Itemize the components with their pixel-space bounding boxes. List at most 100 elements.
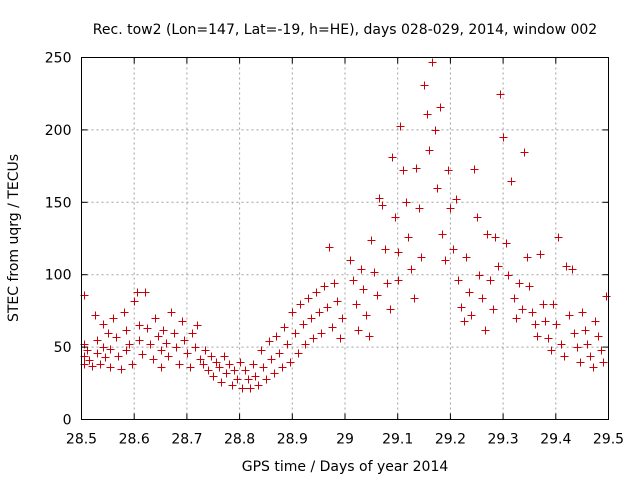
data-point xyxy=(481,326,490,335)
data-point xyxy=(533,332,542,341)
data-point xyxy=(473,213,482,222)
data-point xyxy=(183,349,192,358)
data-point xyxy=(244,375,253,384)
data-point xyxy=(280,323,289,332)
y-tick-label: 0 xyxy=(63,413,72,429)
data-point xyxy=(83,346,92,355)
data-point xyxy=(251,372,260,381)
data-point xyxy=(104,329,113,338)
data-point xyxy=(236,358,245,367)
data-point xyxy=(288,308,297,317)
data-point xyxy=(407,265,416,274)
data-point xyxy=(354,326,363,335)
data-point xyxy=(365,332,374,341)
data-point xyxy=(186,363,195,372)
data-point xyxy=(583,340,592,349)
data-point xyxy=(88,362,97,371)
data-point xyxy=(423,110,432,119)
data-point xyxy=(460,317,469,326)
data-point xyxy=(499,133,508,142)
data-point xyxy=(180,336,189,345)
data-point xyxy=(444,166,453,175)
data-point xyxy=(191,343,200,352)
data-point xyxy=(531,320,540,329)
data-point xyxy=(225,360,234,369)
data-point xyxy=(457,303,466,312)
x-tick-label: 29.2 xyxy=(435,432,466,448)
x-tick-label: 29.1 xyxy=(382,432,413,448)
data-point xyxy=(357,265,366,274)
data-point xyxy=(396,122,405,131)
data-point xyxy=(352,300,361,309)
data-point xyxy=(483,230,492,239)
data-point xyxy=(373,291,382,300)
data-point xyxy=(101,353,110,362)
data-point xyxy=(172,343,181,352)
data-point xyxy=(507,177,516,186)
data-point xyxy=(96,360,105,369)
x-tick-label: 28.8 xyxy=(224,432,255,448)
data-point xyxy=(99,343,108,352)
data-point xyxy=(164,352,173,361)
data-point xyxy=(502,239,511,248)
data-point xyxy=(539,300,548,309)
x-axis-label: GPS time / Days of year 2014 xyxy=(242,459,449,475)
x-tick-label: 28.6 xyxy=(119,432,150,448)
y-tick-label: 100 xyxy=(45,268,72,284)
data-point xyxy=(209,372,218,381)
data-point xyxy=(512,314,521,323)
data-point xyxy=(525,282,534,291)
data-point xyxy=(562,262,571,271)
data-point xyxy=(333,297,342,306)
x-tick-label: 29.5 xyxy=(593,432,624,448)
x-tick-label: 29.3 xyxy=(488,432,519,448)
data-point xyxy=(193,321,202,330)
grid xyxy=(81,57,609,420)
data-point xyxy=(417,253,426,262)
data-point xyxy=(446,204,455,213)
data-series-stec xyxy=(80,58,611,393)
data-point xyxy=(520,148,529,157)
data-point xyxy=(201,346,210,355)
data-point xyxy=(159,326,168,335)
data-point xyxy=(143,324,152,333)
data-point xyxy=(270,369,279,378)
data-point xyxy=(554,233,563,242)
data-point xyxy=(204,366,213,375)
data-point xyxy=(346,256,355,265)
data-point xyxy=(359,285,368,294)
data-point xyxy=(581,326,590,335)
data-point xyxy=(93,349,102,358)
data-point xyxy=(494,262,503,271)
data-point xyxy=(220,352,229,361)
data-point xyxy=(330,279,339,288)
data-point xyxy=(188,329,197,338)
data-point xyxy=(99,320,108,329)
y-tick-label: 50 xyxy=(54,340,72,356)
data-point xyxy=(547,346,556,355)
data-point xyxy=(112,333,121,342)
data-point xyxy=(125,340,134,349)
data-point xyxy=(230,366,239,375)
data-point xyxy=(207,352,216,361)
data-point xyxy=(462,253,471,262)
chart-title: Rec. tow2 (Lon=147, Lat=-19, h=HE), days… xyxy=(93,22,597,38)
data-point xyxy=(215,363,224,372)
x-tick-labels: 28.5 28.6 28.7 28.8 28.9 29 29.1 29.2 29.3 29.4 29… xyxy=(66,432,624,448)
data-point xyxy=(404,233,413,242)
data-point xyxy=(304,294,313,303)
data-point xyxy=(217,378,226,387)
axis-ticks xyxy=(81,57,609,420)
data-point xyxy=(478,294,487,303)
data-point xyxy=(249,360,258,369)
data-point xyxy=(117,365,126,374)
data-point xyxy=(146,340,155,349)
data-point xyxy=(510,294,519,303)
data-point xyxy=(568,265,577,274)
data-point xyxy=(523,253,532,262)
data-point xyxy=(294,349,303,358)
data-point xyxy=(301,340,310,349)
data-point xyxy=(467,311,476,320)
data-point xyxy=(518,305,527,314)
data-point xyxy=(259,363,268,372)
